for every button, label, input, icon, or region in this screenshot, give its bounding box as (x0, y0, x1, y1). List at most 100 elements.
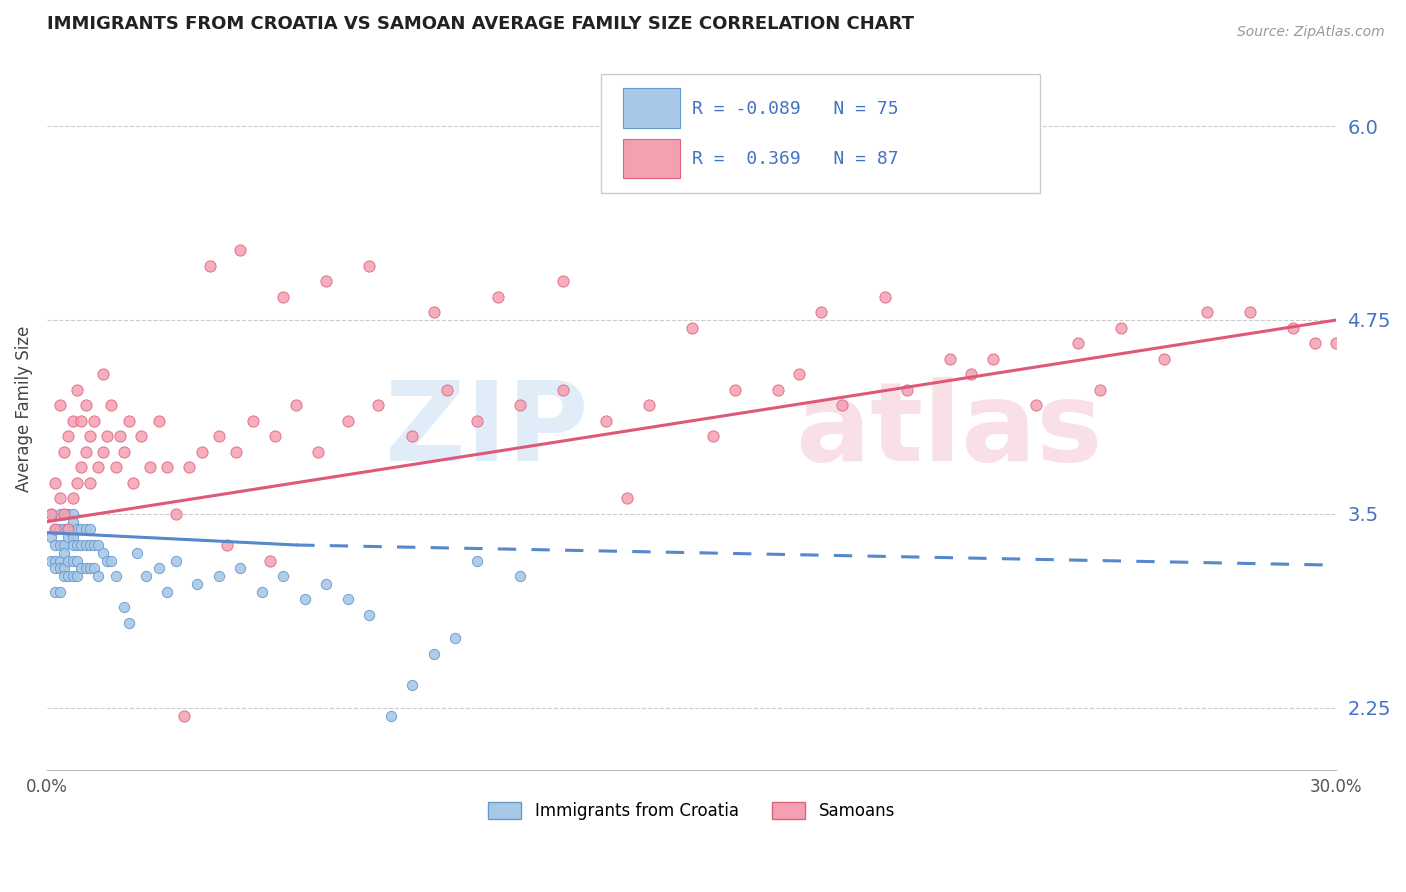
Point (87, 460, 110, 475)
Point (294, 592, 316, 607)
Point (173, 708, 195, 723)
Point (104, 569, 127, 583)
Point (444, 631, 467, 645)
Point (139, 460, 162, 475)
Point (53, 507, 76, 521)
Point (70, 523, 93, 537)
Point (135, 569, 157, 583)
Point (58, 523, 80, 537)
Point (217, 538, 239, 552)
Point (44, 584, 66, 599)
Point (83, 561, 105, 575)
Point (831, 398, 853, 412)
Point (551, 383, 574, 397)
Point (229, 243, 252, 257)
Point (62, 553, 84, 567)
Point (79, 475, 101, 490)
FancyBboxPatch shape (602, 74, 1040, 193)
Point (91, 445, 114, 459)
Point (58, 507, 80, 521)
Point (108, 429, 131, 443)
Point (53, 523, 76, 537)
Point (229, 561, 252, 575)
Point (62, 491, 84, 506)
Point (70, 538, 93, 552)
Point (271, 569, 294, 583)
Point (112, 600, 135, 615)
Point (190, 445, 212, 459)
Point (75, 561, 97, 575)
Point (486, 290, 509, 304)
Point (165, 507, 187, 521)
Point (616, 491, 638, 506)
Point (39, 553, 62, 567)
Point (1111, 320, 1133, 334)
Point (271, 290, 294, 304)
Text: ZIP: ZIP (385, 377, 589, 484)
Point (39, 530, 62, 544)
Point (1324, 336, 1347, 351)
Point (359, 607, 381, 622)
Point (336, 592, 359, 607)
Point (263, 429, 285, 443)
Point (49, 523, 72, 537)
Point (1303, 336, 1326, 351)
Point (681, 320, 703, 334)
Point (70, 460, 93, 475)
Point (44, 475, 66, 490)
Point (465, 553, 488, 567)
Point (62, 538, 84, 552)
Point (58, 530, 80, 544)
Point (896, 383, 918, 397)
Point (79, 561, 101, 575)
Point (208, 429, 231, 443)
Point (131, 429, 153, 443)
Point (44, 523, 66, 537)
Point (1282, 320, 1305, 334)
Point (307, 445, 329, 459)
Point (359, 259, 381, 273)
Point (53, 546, 76, 560)
Point (1088, 383, 1111, 397)
Point (49, 491, 72, 506)
Point (62, 414, 84, 428)
Point (49, 398, 72, 412)
Point (509, 569, 531, 583)
Point (112, 445, 135, 459)
Point (810, 305, 832, 319)
Point (1153, 351, 1175, 366)
Point (96, 429, 118, 443)
Point (66, 569, 89, 583)
Point (422, 305, 444, 319)
Point (66, 383, 89, 397)
Point (723, 383, 745, 397)
Point (367, 398, 389, 412)
Point (938, 351, 960, 366)
Point (39, 507, 62, 521)
Point (315, 576, 337, 591)
Point (250, 584, 273, 599)
Point (44, 538, 66, 552)
Text: Source: ZipAtlas.com: Source: ZipAtlas.com (1237, 25, 1385, 39)
Point (960, 368, 983, 382)
Point (127, 546, 149, 560)
Point (87, 538, 110, 552)
Point (148, 561, 170, 575)
Point (165, 553, 187, 567)
Point (787, 368, 810, 382)
Point (53, 569, 76, 583)
Point (62, 515, 84, 529)
Point (87, 569, 110, 583)
Point (285, 398, 308, 412)
Point (75, 445, 97, 459)
Point (208, 569, 231, 583)
Point (75, 523, 97, 537)
Point (422, 647, 444, 661)
Point (1067, 336, 1090, 351)
Point (79, 538, 101, 552)
Point (117, 615, 139, 630)
Point (53, 561, 76, 575)
Point (401, 678, 423, 692)
Point (1347, 351, 1369, 366)
Point (79, 523, 101, 537)
